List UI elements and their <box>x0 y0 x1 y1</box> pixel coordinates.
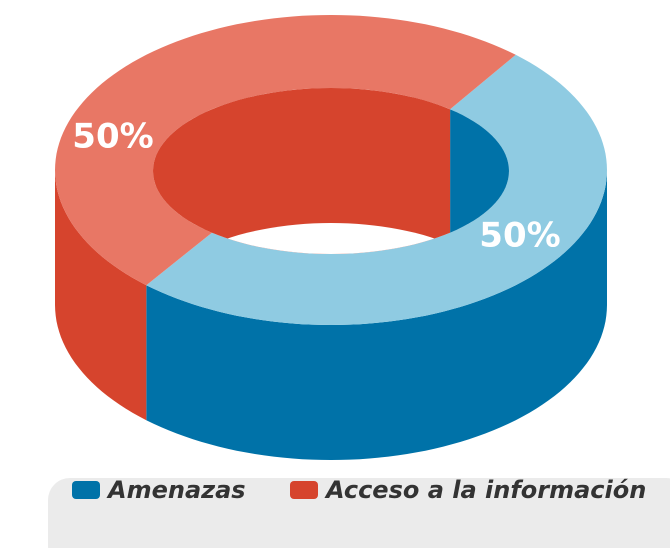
legend-swatch <box>72 481 100 499</box>
value-label: 50% <box>72 117 153 157</box>
legend-label: Acceso a la información <box>324 476 646 504</box>
value-label: 50% <box>479 216 560 256</box>
legend: Amenazas Acceso a la información <box>72 476 646 504</box>
donut: 50% 50% <box>55 15 608 460</box>
legend-box <box>48 478 670 548</box>
legend-label: Amenazas <box>106 476 246 504</box>
slice-top <box>55 15 516 286</box>
slice-side <box>55 170 147 421</box>
slice-top <box>146 54 608 326</box>
slice-side <box>146 170 608 460</box>
legend-swatch <box>290 481 318 499</box>
hole <box>153 88 509 254</box>
